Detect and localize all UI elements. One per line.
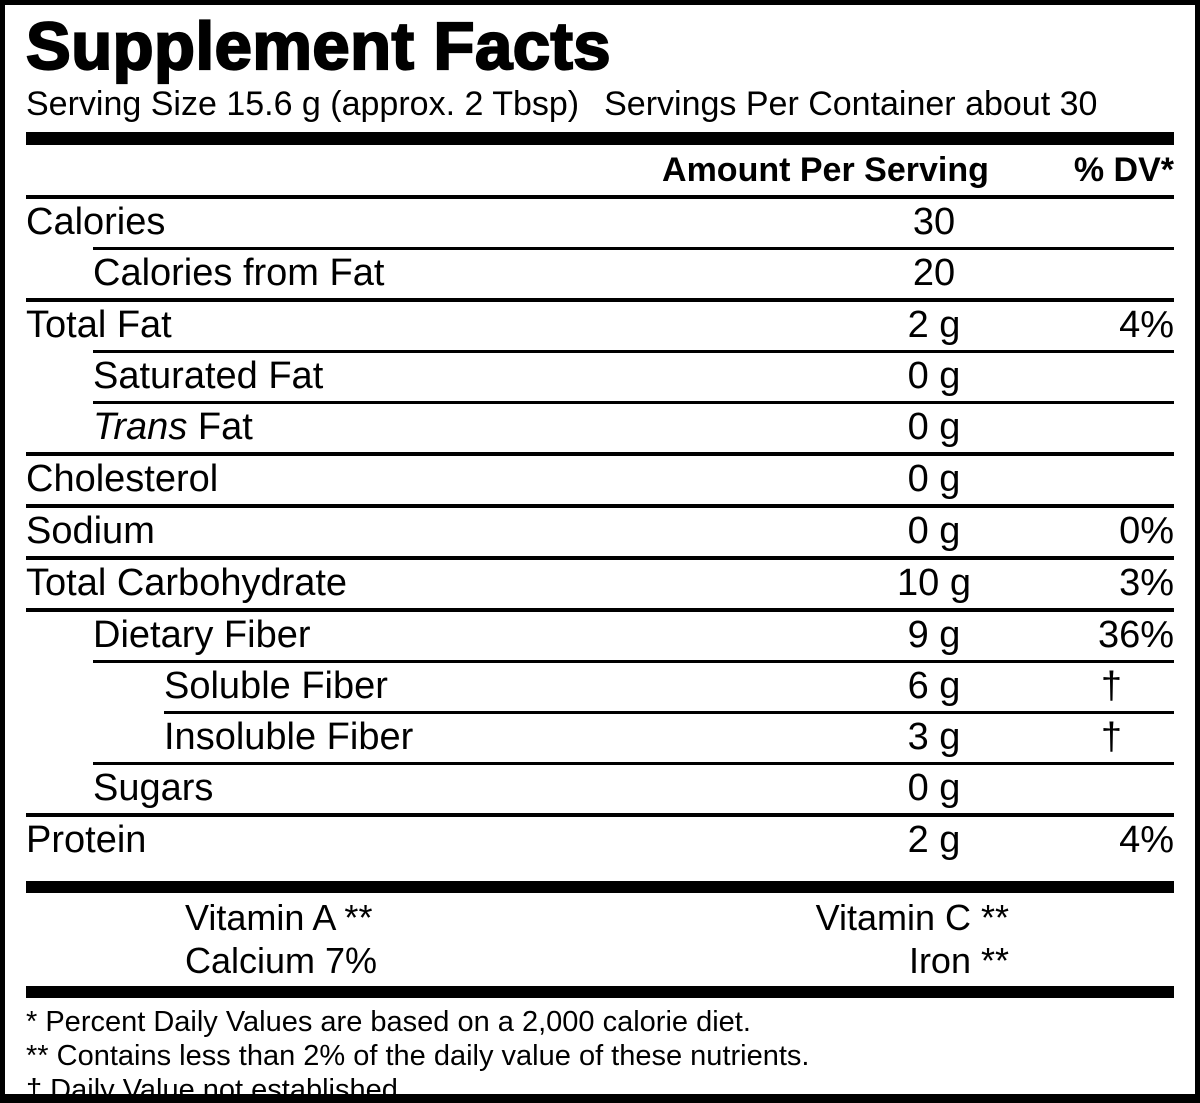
nutrient-amount: 0 g — [907, 767, 961, 810]
separator-rule — [93, 761, 1174, 765]
nutrient-amount: 0 g — [907, 406, 961, 449]
percent-dv-header: % DV* — [1073, 150, 1174, 189]
separator-rule — [26, 607, 1174, 612]
nutrient-row: Calories 30 — [26, 199, 1174, 247]
serving-info: Serving Size 15.6 g (approx. 2 Tbsp) Serv… — [26, 85, 1174, 124]
nutrient-row: Sodium 0 g 0% — [26, 508, 1174, 556]
separator-rule — [93, 349, 1174, 353]
nutrient-amount: 0 g — [907, 510, 961, 553]
nutrient-name: Sodium — [26, 510, 155, 553]
nutrient-name: Cholesterol — [26, 458, 219, 501]
micronutrient-left: Calcium 7% — [185, 940, 378, 982]
nutrient-daily-value: † — [1100, 716, 1123, 759]
separator-rule — [164, 710, 1174, 714]
nutrient-row: Saturated Fat 0 g — [26, 353, 1174, 401]
separator-rule — [93, 246, 1174, 250]
nutrient-table: Calories 30 Calories from Fat 20 Total Fat 2 … — [26, 194, 1174, 865]
nutrient-row: Calories from Fat 20 — [26, 250, 1174, 298]
nutrient-row: Total Fat 2 g 4% — [26, 302, 1174, 350]
separator-rule — [26, 297, 1174, 302]
nutrient-name: Calories — [26, 201, 166, 244]
micronutrient-section: Vitamin A ** Vitamin C ** Calcium 7% Iron *… — [26, 897, 1174, 983]
nutrient-row: Soluble Fiber 6 g † — [26, 663, 1174, 711]
nutrient-amount: 10 g — [897, 562, 971, 605]
nutrient-amount: 2 g — [907, 819, 961, 862]
micronutrient-row: Vitamin A ** Vitamin C ** — [26, 897, 1174, 940]
nutrient-name: Sugars — [93, 767, 214, 810]
nutrient-daily-value: 36% — [1097, 614, 1174, 657]
micronutrient-right: Iron ** — [908, 940, 1009, 982]
thick-divider-top — [26, 131, 1174, 145]
micronutrient-left: Vitamin A ** — [185, 897, 373, 939]
nutrient-amount: 20 — [912, 252, 956, 295]
separator-rule — [26, 451, 1174, 456]
nutrient-amount: 6 g — [907, 665, 961, 708]
footnote-section: * Percent Daily Values are based on a 2,… — [26, 1005, 1174, 1103]
separator-rule — [93, 400, 1174, 404]
nutrient-amount: 3 g — [907, 716, 961, 759]
column-header-row: Amount Per Serving % DV* — [26, 145, 1174, 195]
servings-per-container-text: Servings Per Container about 30 — [604, 84, 1098, 123]
separator-rule — [26, 812, 1174, 817]
footnote-line: † Daily Value not established. — [26, 1073, 406, 1103]
serving-size-text: Serving Size 15.6 g (approx. 2 Tbsp) — [26, 84, 580, 123]
separator-rule — [26, 503, 1174, 508]
nutrient-daily-value: 0% — [1119, 510, 1174, 553]
nutrient-name: Protein — [26, 819, 147, 862]
nutrient-row: Total Carbohydrate 10 g 3% — [26, 560, 1174, 608]
nutrient-daily-value: 4% — [1119, 819, 1174, 862]
spacer — [26, 865, 1174, 873]
nutrient-daily-value: 3% — [1119, 562, 1174, 605]
nutrient-daily-value: † — [1100, 665, 1123, 708]
nutrient-row: Dietary Fiber 9 g 36% — [26, 612, 1174, 660]
nutrient-row: Sugars 0 g — [26, 765, 1174, 813]
nutrient-row: Protein 2 g 4% — [26, 817, 1174, 865]
nutrient-name: Total Fat — [26, 304, 172, 347]
nutrient-name: Calories from Fat — [93, 252, 385, 295]
nutrient-name: Insoluble Fiber — [164, 716, 414, 759]
panel-title: Supplement Facts — [25, 9, 612, 84]
nutrient-name: Soluble Fiber — [164, 665, 388, 708]
micronutrient-right: Vitamin C ** — [815, 897, 1009, 939]
micronutrient-row: Calcium 7% Iron ** — [26, 940, 1174, 983]
nutrient-name: Total Carbohydrate — [26, 562, 348, 605]
nutrient-row: Insoluble Fiber 3 g † — [26, 714, 1174, 762]
nutrient-daily-value: 4% — [1119, 304, 1174, 347]
thick-divider-mid — [26, 880, 1174, 893]
nutrient-amount: 0 g — [907, 355, 961, 398]
nutrient-amount: 0 g — [907, 458, 961, 501]
separator-rule — [26, 555, 1174, 560]
separator-rule — [93, 659, 1174, 663]
nutrient-name: Saturated Fat — [93, 355, 324, 398]
footnote-line: ** Contains less than 2% of the daily va… — [26, 1039, 810, 1072]
separator-rule — [26, 194, 1174, 199]
thick-divider-bottom — [26, 985, 1174, 998]
nutrient-row: Trans Fat 0 g — [26, 404, 1174, 452]
nutrient-amount: 2 g — [907, 304, 961, 347]
nutrient-amount: 30 — [912, 201, 956, 244]
nutrient-name: Dietary Fiber — [93, 614, 311, 657]
amount-per-serving-header: Amount Per Serving — [662, 150, 989, 189]
nutrient-row: Cholesterol 0 g — [26, 456, 1174, 504]
footnote-line: * Percent Daily Values are based on a 2,… — [26, 1005, 751, 1038]
nutrient-amount: 9 g — [907, 614, 961, 657]
nutrient-name: Trans Fat — [93, 406, 253, 449]
